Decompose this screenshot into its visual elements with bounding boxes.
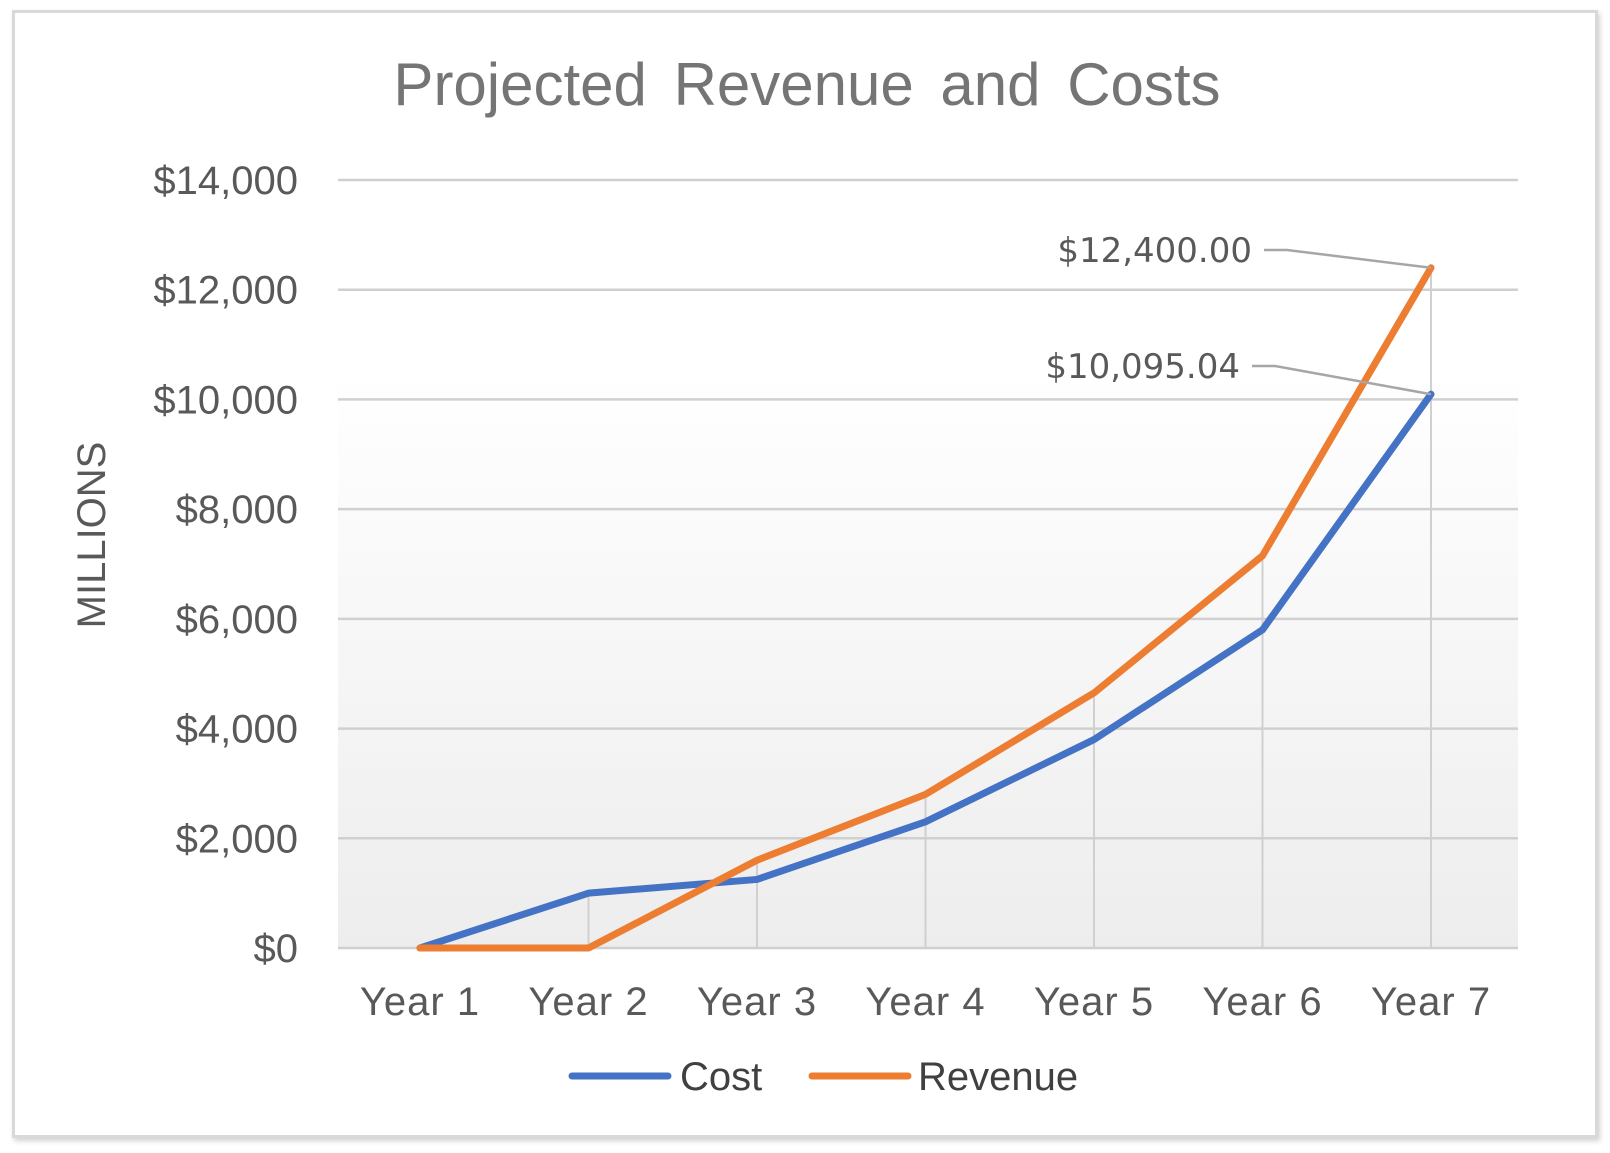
data-label-leader <box>1264 248 1432 270</box>
data-label-leader <box>1252 364 1432 396</box>
y-tick-label: $0 <box>254 927 299 971</box>
x-tick-label: Year 7 <box>1371 980 1491 1024</box>
legend-label-cost: Cost <box>680 1055 762 1099</box>
data-label: $10,095.04 <box>1045 347 1240 387</box>
x-tick-label: Year 3 <box>697 980 817 1024</box>
legend-label-revenue: Revenue <box>918 1055 1078 1099</box>
plot-area <box>338 180 1518 948</box>
series-line-cost <box>416 390 1435 952</box>
chart-title: Projected Revenue and Costs <box>393 51 1220 118</box>
x-tick-label: Year 5 <box>1034 980 1154 1024</box>
y-tick-label: $12,000 <box>153 269 298 313</box>
y-tick-label: $14,000 <box>153 159 298 203</box>
y-tick-label: $6,000 <box>176 598 298 642</box>
x-tick-label: Year 6 <box>1202 980 1322 1024</box>
data-label: $12,400.00 <box>1057 231 1252 271</box>
x-tick-label: Year 4 <box>865 980 985 1024</box>
y-tick-label: $2,000 <box>176 817 298 861</box>
y-tick-label: $4,000 <box>176 708 298 752</box>
y-tick-label: $10,000 <box>153 378 298 422</box>
y-axis-label: MILLIONS <box>70 442 114 629</box>
x-tick-label: Year 2 <box>528 980 648 1024</box>
series-line-revenue <box>416 264 1435 952</box>
y-tick-label: $8,000 <box>176 488 298 532</box>
x-tick-label: Year 1 <box>360 980 480 1024</box>
